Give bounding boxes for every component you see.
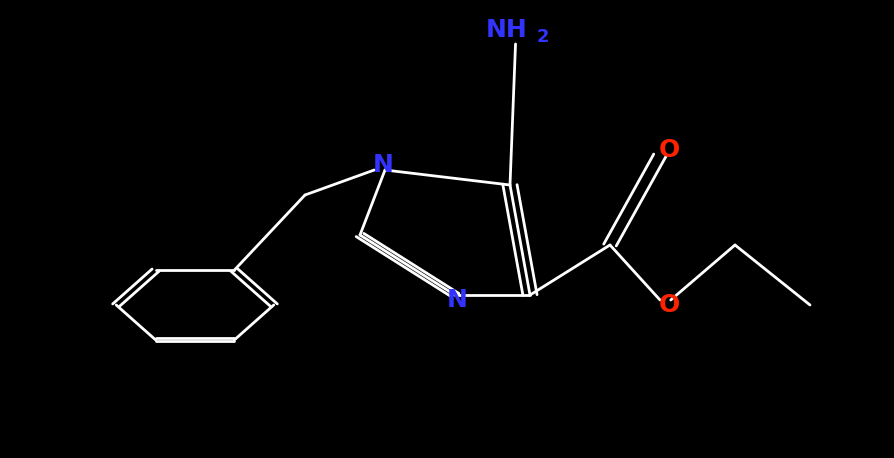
Text: 2: 2 [536,28,548,46]
Text: O: O [658,293,679,316]
Text: O: O [658,138,679,163]
Text: NH: NH [485,18,527,42]
Text: N: N [373,153,393,177]
Text: N: N [447,288,468,311]
